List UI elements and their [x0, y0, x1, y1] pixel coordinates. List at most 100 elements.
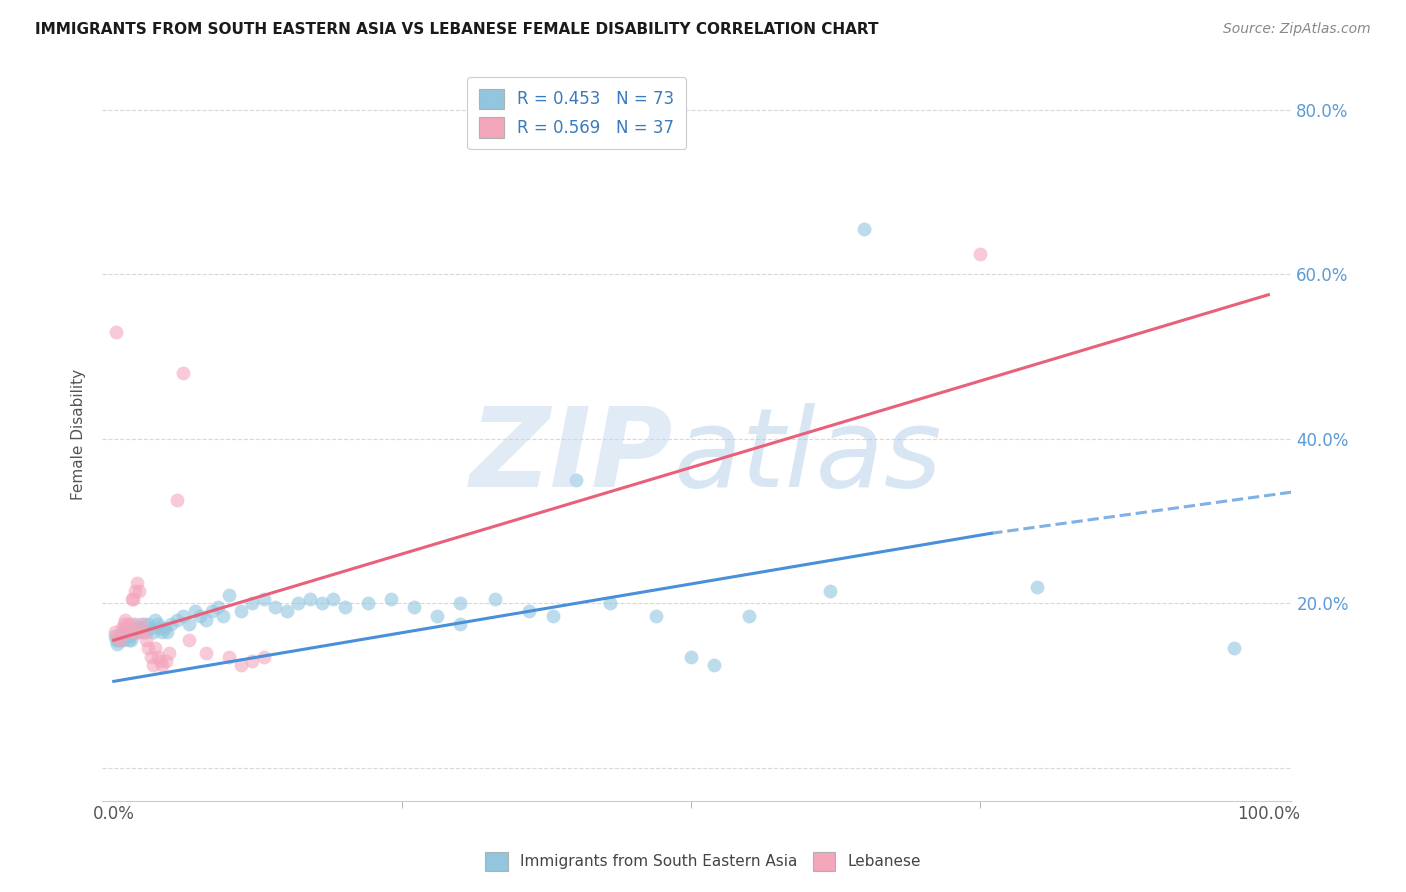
- Point: [131, 621, 153, 635]
- Point: [135, 625, 157, 640]
- Text: ZIP: ZIP: [470, 403, 673, 510]
- Point: [681, 649, 703, 664]
- Point: [449, 596, 471, 610]
- Point: [703, 657, 725, 672]
- Point: [125, 625, 148, 640]
- Point: [264, 600, 287, 615]
- Point: [118, 633, 141, 648]
- Point: [541, 608, 564, 623]
- Point: [120, 633, 142, 648]
- Point: [122, 592, 145, 607]
- Point: [311, 596, 333, 610]
- Point: [276, 604, 298, 618]
- Point: [177, 633, 200, 648]
- Point: [131, 616, 153, 631]
- Point: [150, 657, 173, 672]
- Point: [195, 613, 218, 627]
- Point: [115, 629, 138, 643]
- Point: [738, 608, 761, 623]
- Point: [195, 646, 218, 660]
- Point: [114, 613, 136, 627]
- Point: [155, 654, 177, 668]
- Point: [212, 608, 235, 623]
- Point: [108, 629, 131, 643]
- Point: [125, 621, 148, 635]
- Point: [132, 616, 155, 631]
- Point: [645, 608, 668, 623]
- Point: [599, 596, 621, 610]
- Point: [218, 588, 240, 602]
- Point: [121, 625, 143, 640]
- Point: [149, 654, 172, 668]
- Point: [172, 608, 194, 623]
- Point: [104, 629, 127, 643]
- Point: [125, 625, 148, 640]
- Point: [111, 633, 134, 648]
- Point: [240, 596, 263, 610]
- Point: [218, 649, 240, 664]
- Point: [333, 600, 356, 615]
- Point: [105, 637, 128, 651]
- Point: [177, 616, 200, 631]
- Point: [120, 616, 142, 631]
- Point: [818, 583, 841, 598]
- Point: [111, 621, 134, 635]
- Point: [112, 625, 135, 640]
- Point: [114, 621, 136, 635]
- Point: [172, 366, 194, 380]
- Point: [121, 592, 143, 607]
- Point: [229, 604, 252, 618]
- Point: [111, 629, 134, 643]
- Point: [253, 649, 276, 664]
- Point: [240, 654, 263, 668]
- Point: [1222, 641, 1244, 656]
- Point: [138, 616, 160, 631]
- Point: [110, 633, 132, 648]
- Point: [118, 625, 141, 640]
- Point: [201, 604, 224, 618]
- Point: [402, 600, 425, 615]
- Point: [143, 641, 166, 656]
- Point: [142, 625, 165, 640]
- Point: [484, 592, 506, 607]
- Point: [131, 625, 153, 640]
- Point: [117, 625, 139, 640]
- Point: [139, 621, 162, 635]
- Point: [104, 625, 127, 640]
- Point: [108, 633, 131, 648]
- Point: [125, 575, 148, 590]
- Point: [143, 613, 166, 627]
- Point: [166, 613, 188, 627]
- Point: [1026, 580, 1049, 594]
- Point: [253, 592, 276, 607]
- Point: [112, 616, 135, 631]
- Legend: Immigrants from South Eastern Asia, Lebanese: Immigrants from South Eastern Asia, Leba…: [475, 843, 931, 880]
- Point: [105, 633, 128, 648]
- Point: [149, 621, 172, 635]
- Point: [156, 625, 179, 640]
- Point: [146, 616, 169, 631]
- Point: [128, 625, 150, 640]
- Point: [229, 657, 252, 672]
- Point: [128, 583, 150, 598]
- Point: [146, 649, 169, 664]
- Point: [105, 629, 128, 643]
- Text: IMMIGRANTS FROM SOUTH EASTERN ASIA VS LEBANESE FEMALE DISABILITY CORRELATION CHA: IMMIGRANTS FROM SOUTH EASTERN ASIA VS LE…: [35, 22, 879, 37]
- Point: [519, 604, 541, 618]
- Point: [122, 621, 145, 635]
- Point: [107, 633, 129, 648]
- Point: [299, 592, 322, 607]
- Point: [853, 222, 876, 236]
- Text: Source: ZipAtlas.com: Source: ZipAtlas.com: [1223, 22, 1371, 37]
- Point: [142, 657, 165, 672]
- Point: [160, 616, 183, 631]
- Point: [380, 592, 402, 607]
- Point: [138, 641, 160, 656]
- Point: [207, 600, 229, 615]
- Point: [357, 596, 380, 610]
- Point: [117, 616, 139, 631]
- Point: [188, 608, 211, 623]
- Point: [426, 608, 449, 623]
- Point: [287, 596, 309, 610]
- Point: [153, 621, 176, 635]
